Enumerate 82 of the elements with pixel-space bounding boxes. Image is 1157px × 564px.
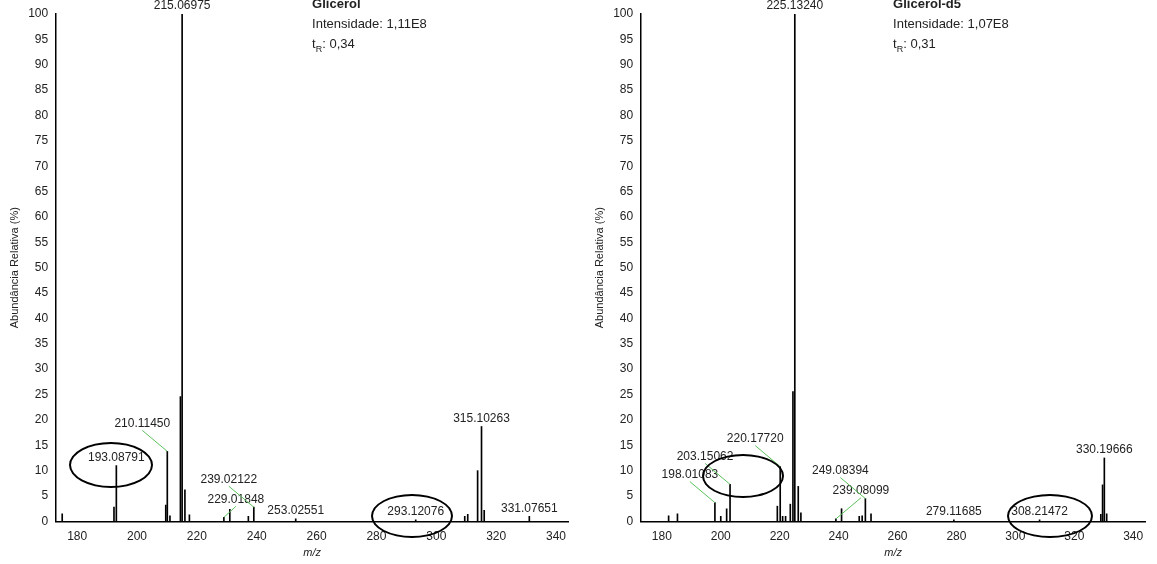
y-tick-label: 25 [34, 386, 49, 401]
annotation: 239.08099 [832, 483, 890, 498]
y-tick-label: 70 [619, 158, 634, 173]
x-tick-label: 200 [127, 528, 148, 543]
annotation: 203.15062 [676, 448, 734, 463]
annotation: 225.13240 [766, 0, 824, 13]
annotation: 315.10263 [453, 410, 511, 425]
annotation: 308.21472 [1011, 504, 1069, 519]
y-tick-label: 30 [619, 361, 634, 376]
x-tick-label: 340 [546, 528, 567, 543]
y-tick-label: 85 [34, 82, 49, 97]
x-tick-label: 280 [366, 528, 387, 543]
x-tick-label: 280 [946, 528, 967, 543]
x-tick-label: 200 [710, 528, 732, 543]
x-tick-label: 260 [887, 528, 908, 543]
y-tick-label: 5 [41, 488, 49, 503]
y-tick-label: 95 [34, 31, 49, 46]
y-tick-label: 65 [619, 183, 634, 198]
x-tick-label: 220 [769, 528, 791, 543]
y-tick-label: 0 [41, 513, 49, 528]
annotation: 279.11685 [925, 504, 983, 519]
x-tick-label: 320 [1064, 528, 1085, 543]
annotation: 249.08394 [812, 462, 870, 477]
y-tick-label: 45 [619, 285, 634, 300]
y-tick-label: 40 [619, 310, 634, 325]
y-tick-label: 70 [34, 158, 49, 173]
x-tick-label: 180 [651, 528, 673, 543]
y-tick-label: 35 [619, 336, 634, 351]
y-tick-label: 65 [34, 183, 49, 198]
x-tick-label: 220 [186, 528, 208, 543]
x-axis-title: m/z [884, 546, 903, 559]
x-tick-label: 260 [306, 528, 327, 543]
y-tick-label: 10 [34, 462, 49, 477]
y-tick-label: 25 [619, 386, 634, 401]
annotation: 210.11450 [114, 415, 171, 430]
y-axis-title: Abundância Relativa (%) [592, 207, 605, 329]
y-tick-label: 75 [619, 133, 634, 148]
annotation: 293.12076 [387, 504, 445, 519]
y-tick-label: 45 [34, 285, 49, 300]
y-tick-label: 30 [34, 361, 49, 376]
annotation: Intensidade: 1,11E8 [312, 16, 427, 31]
y-tick-label: 80 [619, 107, 634, 122]
x-axis-title: m/z [303, 546, 322, 559]
x-tick-label: 180 [67, 528, 88, 543]
y-tick-label: 15 [34, 437, 49, 452]
annotation: 215.06975 [153, 0, 211, 13]
y-tick-label: 80 [34, 107, 49, 122]
x-tick-label: 300 [426, 528, 447, 543]
x-tick-label: 340 [1123, 528, 1144, 543]
y-tick-label: 100 [613, 6, 634, 21]
annotation: 193.08791 [87, 449, 146, 464]
x-tick-label: 320 [486, 528, 507, 543]
y-tick-label: 20 [34, 412, 49, 427]
annotation: 220.17720 [726, 430, 784, 445]
x-tick-label: 240 [828, 528, 849, 543]
annotation: 331.07651 [500, 500, 559, 515]
y-tick-label: 100 [28, 6, 49, 21]
annotation: 330.19666 [1075, 442, 1134, 457]
y-tick-label: 85 [619, 82, 634, 97]
y-tick-label: 55 [34, 234, 49, 249]
y-axis-title: Abundância Relativa (%) [7, 207, 20, 329]
y-tick-label: 75 [34, 133, 49, 148]
y-tick-label: 90 [619, 57, 634, 72]
y-tick-label: 50 [619, 260, 634, 275]
y-tick-label: 95 [619, 31, 634, 46]
y-tick-label: 10 [619, 462, 634, 477]
y-tick-label: 15 [619, 437, 634, 452]
y-tick-label: 55 [619, 234, 634, 249]
y-tick-label: 50 [34, 260, 49, 275]
y-tick-label: 5 [626, 488, 634, 503]
annotation: 229.01848 [207, 491, 265, 506]
y-tick-label: 20 [619, 412, 634, 427]
x-tick-label: 240 [246, 528, 268, 543]
y-tick-label: 0 [626, 513, 634, 528]
y-tick-label: 40 [34, 310, 49, 325]
annotation: Intensidade: 1,07E8 [893, 16, 1009, 31]
annotation: 253.02551 [267, 503, 325, 518]
y-tick-label: 60 [34, 209, 49, 224]
y-tick-label: 35 [34, 336, 49, 351]
annotation: 239.02122 [200, 471, 258, 486]
y-tick-label: 60 [619, 209, 634, 224]
y-tick-label: 90 [34, 57, 49, 72]
